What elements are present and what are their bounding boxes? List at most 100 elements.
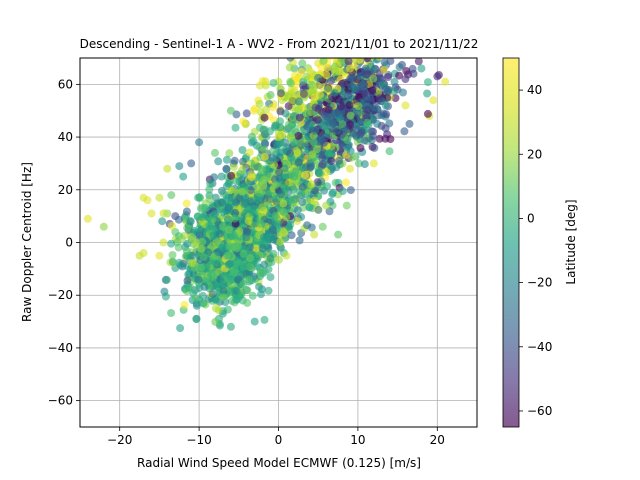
y-tick-label: 0 — [65, 236, 73, 250]
data-point — [386, 135, 395, 144]
data-point — [236, 271, 245, 280]
data-point — [256, 219, 265, 228]
data-point — [211, 317, 220, 326]
data-point — [322, 64, 331, 73]
data-point — [209, 231, 218, 240]
data-point — [330, 88, 339, 97]
data-point — [239, 157, 247, 166]
data-point — [219, 287, 228, 296]
colorbar-tick-label: 0 — [527, 211, 535, 225]
data-point — [271, 121, 280, 130]
data-point — [395, 71, 404, 80]
data-point — [230, 156, 239, 165]
data-point — [363, 58, 372, 63]
colorbar-label: Latitude [deg] — [564, 199, 578, 284]
data-point — [211, 304, 220, 313]
data-point — [368, 132, 377, 141]
data-point — [268, 103, 277, 112]
colorbar-gradient — [503, 58, 519, 427]
data-point — [254, 193, 263, 201]
data-point — [314, 205, 323, 214]
data-point — [224, 260, 233, 269]
data-point — [247, 173, 256, 182]
data-point — [287, 153, 296, 162]
data-point — [218, 198, 227, 207]
data-point — [260, 267, 269, 276]
data-point — [361, 89, 369, 98]
data-point — [214, 157, 223, 166]
data-point — [391, 94, 400, 103]
data-point — [183, 224, 192, 233]
data-point — [384, 73, 393, 81]
y-tick-label: −40 — [48, 341, 73, 355]
colorbar-tick-label: −20 — [527, 276, 552, 290]
data-point — [375, 58, 383, 61]
data-point — [335, 156, 343, 165]
data-point — [255, 100, 264, 108]
data-point — [99, 222, 108, 231]
data-point — [191, 294, 200, 303]
data-point — [260, 113, 269, 122]
data-point — [180, 300, 189, 309]
data-point — [286, 133, 295, 142]
data-point — [346, 146, 355, 155]
data-point — [187, 232, 196, 241]
y-tick-label: 60 — [58, 77, 73, 91]
data-point — [319, 58, 328, 65]
data-point — [265, 127, 274, 136]
data-point — [297, 67, 306, 76]
y-tick-label: −60 — [48, 394, 73, 408]
x-tick-label: −20 — [107, 433, 132, 447]
data-point — [400, 127, 409, 136]
data-point — [354, 102, 363, 111]
data-point — [239, 249, 248, 258]
data-point — [200, 282, 209, 291]
data-point — [347, 82, 356, 91]
data-point — [182, 247, 191, 256]
data-point — [217, 243, 226, 252]
data-point — [168, 251, 177, 259]
data-point — [322, 201, 331, 210]
data-point — [269, 79, 278, 87]
data-point — [381, 101, 390, 110]
data-point — [216, 205, 225, 213]
data-point — [229, 162, 238, 171]
data-point — [182, 199, 191, 208]
data-point — [332, 126, 341, 135]
data-point — [222, 155, 231, 164]
data-point — [238, 146, 247, 154]
data-point — [363, 105, 372, 114]
data-point — [337, 102, 346, 111]
data-point — [332, 163, 341, 172]
data-point — [231, 123, 240, 132]
data-point — [344, 91, 353, 100]
data-point — [223, 215, 232, 224]
data-point — [262, 105, 270, 114]
data-point — [370, 103, 379, 112]
data-point — [182, 207, 191, 216]
data-point — [206, 221, 214, 230]
data-point — [294, 158, 303, 167]
data-point — [264, 286, 273, 295]
data-point — [215, 229, 224, 238]
data-point — [414, 58, 423, 66]
data-point — [242, 109, 251, 118]
data-point — [327, 76, 335, 85]
data-point — [381, 124, 390, 133]
data-point — [210, 173, 218, 182]
data-point — [324, 105, 333, 114]
data-point — [330, 109, 339, 117]
data-point — [354, 159, 363, 168]
data-point — [254, 163, 262, 172]
data-point — [405, 119, 414, 128]
data-point — [232, 177, 241, 186]
data-point — [250, 219, 259, 228]
data-point — [288, 96, 297, 105]
data-point — [285, 120, 293, 129]
colorbar-frame — [502, 57, 520, 428]
data-point — [249, 106, 258, 115]
data-point — [259, 233, 268, 242]
data-point — [211, 258, 220, 267]
data-point — [162, 275, 171, 284]
data-point — [252, 244, 261, 253]
